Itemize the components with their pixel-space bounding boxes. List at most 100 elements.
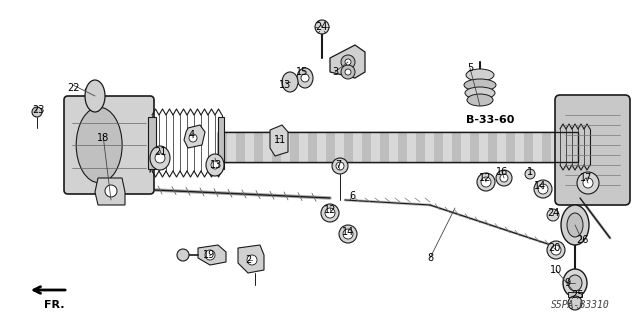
Bar	[272, 132, 281, 162]
Bar	[353, 132, 362, 162]
Ellipse shape	[339, 225, 357, 243]
Bar	[344, 132, 353, 162]
Circle shape	[32, 107, 42, 117]
Bar	[407, 132, 416, 162]
Circle shape	[177, 249, 189, 261]
Text: B-33-60: B-33-60	[466, 115, 514, 125]
Polygon shape	[270, 125, 288, 156]
Ellipse shape	[206, 154, 224, 176]
Bar	[452, 132, 461, 162]
Text: 24: 24	[315, 22, 327, 32]
Bar	[568, 292, 582, 297]
Bar	[326, 132, 335, 162]
Circle shape	[345, 59, 351, 65]
Ellipse shape	[477, 173, 495, 191]
Circle shape	[583, 178, 593, 188]
Text: 14: 14	[534, 181, 546, 191]
Text: 13: 13	[279, 80, 291, 90]
Text: FR.: FR.	[44, 300, 64, 310]
Text: 5: 5	[467, 63, 473, 73]
Ellipse shape	[547, 241, 565, 259]
Ellipse shape	[297, 68, 313, 88]
Polygon shape	[238, 245, 264, 273]
Bar	[218, 117, 224, 169]
Text: 26: 26	[576, 235, 588, 245]
Text: 11: 11	[274, 135, 286, 145]
Bar	[236, 132, 245, 162]
Circle shape	[325, 208, 335, 218]
Ellipse shape	[567, 213, 583, 237]
Bar	[560, 132, 569, 162]
Bar	[479, 132, 488, 162]
Text: 23: 23	[32, 105, 44, 115]
Text: 21: 21	[154, 147, 166, 157]
Text: 13: 13	[210, 160, 222, 170]
Bar	[335, 132, 344, 162]
Ellipse shape	[561, 205, 589, 245]
Circle shape	[551, 245, 561, 255]
Bar	[524, 132, 533, 162]
Polygon shape	[95, 178, 125, 205]
Bar	[497, 132, 506, 162]
Circle shape	[345, 69, 351, 75]
Ellipse shape	[282, 72, 298, 92]
Ellipse shape	[563, 269, 587, 297]
FancyBboxPatch shape	[555, 95, 630, 205]
Bar	[290, 132, 299, 162]
Bar	[263, 132, 272, 162]
Text: 4: 4	[189, 130, 195, 140]
Bar	[389, 132, 398, 162]
Ellipse shape	[466, 69, 494, 81]
Bar	[398, 132, 407, 162]
Text: 24: 24	[547, 208, 559, 218]
Ellipse shape	[85, 80, 105, 112]
Bar	[515, 132, 524, 162]
Circle shape	[547, 209, 559, 221]
Text: 14: 14	[342, 227, 354, 237]
Bar	[380, 132, 389, 162]
Ellipse shape	[76, 107, 122, 183]
Ellipse shape	[321, 204, 339, 222]
Circle shape	[247, 255, 257, 265]
Circle shape	[343, 229, 353, 239]
Circle shape	[301, 74, 309, 82]
Bar	[470, 132, 479, 162]
Text: 22: 22	[67, 83, 79, 93]
Bar	[362, 132, 371, 162]
Text: 15: 15	[296, 67, 308, 77]
Text: 12: 12	[324, 205, 336, 215]
Bar	[542, 132, 551, 162]
Circle shape	[189, 134, 197, 142]
Circle shape	[105, 185, 117, 197]
Circle shape	[341, 55, 355, 69]
Circle shape	[336, 162, 344, 170]
Ellipse shape	[464, 79, 496, 91]
Bar	[148, 117, 156, 169]
Text: 2: 2	[245, 255, 251, 265]
Bar	[245, 132, 254, 162]
Bar	[488, 132, 497, 162]
Bar	[218, 132, 227, 162]
Bar	[281, 132, 290, 162]
Bar	[299, 132, 308, 162]
Circle shape	[525, 169, 535, 179]
Bar	[533, 132, 542, 162]
Text: 7: 7	[335, 160, 341, 170]
Bar	[461, 132, 470, 162]
Ellipse shape	[150, 146, 170, 170]
Text: 9: 9	[564, 278, 570, 288]
Circle shape	[481, 177, 491, 187]
Bar	[308, 132, 317, 162]
Ellipse shape	[577, 172, 599, 194]
Text: 6: 6	[349, 191, 355, 201]
Bar	[416, 132, 425, 162]
Circle shape	[205, 250, 215, 260]
Bar	[425, 132, 434, 162]
FancyBboxPatch shape	[64, 96, 154, 194]
Text: 20: 20	[548, 243, 560, 253]
Ellipse shape	[496, 170, 512, 186]
Bar	[218, 132, 578, 162]
Bar	[443, 132, 452, 162]
Ellipse shape	[534, 180, 552, 198]
Bar	[569, 132, 578, 162]
